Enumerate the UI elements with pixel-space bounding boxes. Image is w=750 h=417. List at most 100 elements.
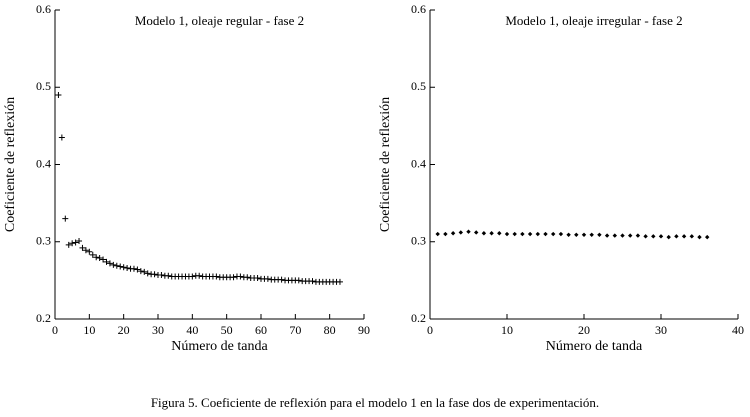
x-tick-label: 40 — [732, 323, 744, 337]
point — [643, 234, 648, 239]
x-tick-label: 30 — [152, 323, 164, 337]
point — [527, 231, 533, 237]
y-tick-label: 0.5 — [36, 79, 51, 93]
x-tick-label: 60 — [255, 323, 267, 337]
y-tick-label: 0.4 — [36, 156, 51, 170]
point — [254, 275, 261, 282]
x-axis-label: Número de tanda — [171, 339, 268, 354]
point — [86, 248, 93, 255]
point — [106, 260, 113, 267]
x-tick-label: 80 — [324, 323, 336, 337]
y-tick-label: 0.6 — [36, 2, 51, 16]
x-axis-label: Número de tanda — [546, 339, 643, 354]
point — [134, 266, 141, 273]
point — [635, 233, 641, 238]
point — [89, 251, 96, 258]
point — [497, 231, 502, 236]
y-tick-label: 0.3 — [411, 234, 426, 248]
y-tick-label: 0.3 — [36, 234, 51, 248]
point — [574, 232, 579, 237]
y-axis-label: Coeficiente de reflexión — [378, 97, 393, 232]
chart-title: Modelo 1, oleaje irregular - fase 2 — [505, 13, 682, 28]
point — [705, 234, 710, 240]
x-tick-label: 90 — [358, 323, 370, 337]
y-tick-label: 0.6 — [411, 2, 426, 16]
point — [435, 231, 440, 237]
point — [237, 273, 244, 280]
x-tick-label: 0 — [52, 323, 58, 337]
point — [620, 233, 625, 238]
caption: Figura 5. Coeficiente de reflexión para … — [151, 395, 599, 410]
point — [213, 273, 220, 280]
point — [165, 272, 172, 279]
point — [230, 274, 237, 281]
point — [144, 270, 151, 277]
point — [137, 268, 144, 275]
point — [658, 234, 664, 239]
point — [72, 239, 79, 246]
x-tick-label: 0 — [427, 323, 433, 337]
x-tick-label: 20 — [578, 323, 590, 337]
point — [244, 274, 251, 281]
point — [681, 234, 687, 239]
point — [295, 277, 302, 284]
point — [551, 231, 556, 237]
point — [697, 234, 702, 240]
x-tick-label: 50 — [221, 323, 233, 337]
point — [581, 232, 587, 237]
point — [189, 273, 196, 280]
point — [124, 265, 131, 272]
point — [612, 233, 617, 238]
point — [466, 229, 471, 234]
point — [76, 237, 83, 244]
x-tick-label: 20 — [118, 323, 130, 337]
y-tick-label: 0.4 — [411, 156, 426, 170]
point — [674, 234, 679, 239]
point — [689, 234, 694, 239]
point — [58, 134, 65, 141]
point — [666, 234, 671, 240]
point — [93, 254, 100, 261]
point — [458, 230, 463, 235]
point — [520, 231, 525, 237]
x-tick-label: 10 — [501, 323, 513, 337]
point — [443, 231, 448, 237]
point — [264, 275, 271, 282]
point — [62, 215, 69, 222]
point — [566, 232, 571, 237]
point — [474, 230, 479, 235]
y-tick-label: 0.5 — [411, 79, 426, 93]
point — [196, 272, 203, 279]
point — [504, 231, 510, 237]
point — [79, 244, 86, 251]
point — [100, 256, 107, 263]
point — [535, 231, 540, 237]
x-tick-label: 70 — [289, 323, 301, 337]
y-axis-label: Coeficiente de reflexión — [3, 97, 18, 232]
point — [120, 264, 127, 271]
point — [55, 91, 62, 98]
point — [309, 278, 316, 285]
point — [158, 271, 165, 278]
point — [489, 231, 494, 236]
point — [151, 271, 158, 278]
point — [597, 232, 602, 237]
point — [82, 247, 89, 254]
point — [336, 278, 343, 285]
point — [113, 262, 120, 269]
point — [589, 232, 594, 237]
y-tick-label: 0.2 — [36, 311, 51, 325]
point — [543, 231, 548, 237]
point — [69, 240, 76, 247]
point — [110, 261, 117, 268]
point — [278, 276, 285, 283]
point — [450, 231, 456, 236]
x-tick-label: 30 — [655, 323, 667, 337]
point — [96, 254, 103, 261]
chart-title: Modelo 1, oleaje regular - fase 2 — [135, 13, 304, 28]
point — [512, 231, 517, 237]
x-tick-label: 40 — [186, 323, 198, 337]
y-tick-label: 0.2 — [411, 311, 426, 325]
